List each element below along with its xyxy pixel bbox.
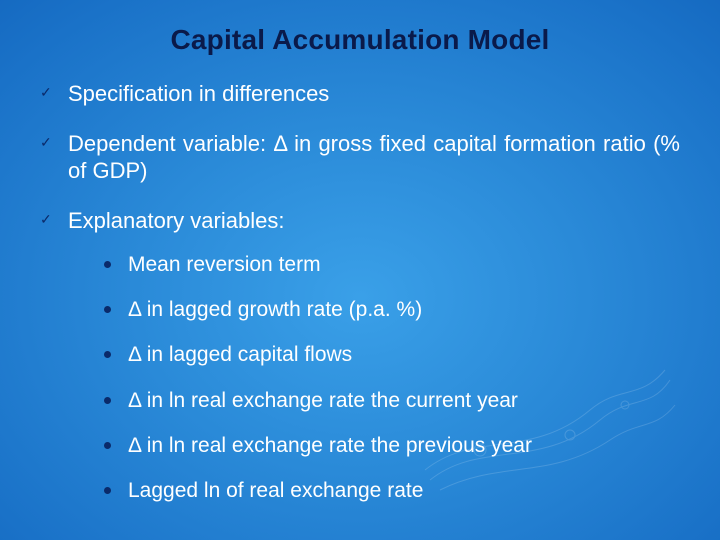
dot-icon	[104, 487, 111, 494]
sub-bullet-text: Δ in ln real exchange rate the current y…	[128, 389, 518, 412]
bullet-item: ✓ Explanatory variables: Mean reversion …	[40, 207, 680, 504]
sub-bullet-text: Δ in lagged growth rate (p.a. %)	[128, 298, 422, 321]
main-bullet-list: ✓ Specification in differences ✓ Depende…	[40, 80, 680, 503]
sub-bullet-list: Mean reversion term Δ in lagged growth r…	[68, 252, 680, 503]
dot-icon	[104, 306, 111, 313]
dot-icon	[104, 351, 111, 358]
sub-bullet-item: Δ in lagged capital flows	[104, 342, 680, 367]
bullet-text: Dependent variable: Δ in gross fixed cap…	[68, 131, 680, 184]
bullet-item: ✓ Dependent variable: Δ in gross fixed c…	[40, 130, 680, 185]
sub-bullet-item: Δ in ln real exchange rate the current y…	[104, 388, 680, 413]
sub-bullet-item: Mean reversion term	[104, 252, 680, 277]
sub-bullet-item: Δ in lagged growth rate (p.a. %)	[104, 297, 680, 322]
sub-bullet-text: Mean reversion term	[128, 253, 321, 276]
bullet-text: Explanatory variables:	[68, 208, 284, 233]
slide: Capital Accumulation Model ✓ Specificati…	[0, 0, 720, 540]
dot-icon	[104, 442, 111, 449]
dot-icon	[104, 397, 111, 404]
bullet-text: Specification in differences	[68, 81, 329, 106]
sub-bullet-item: Lagged ln of real exchange rate	[104, 478, 680, 503]
dot-icon	[104, 261, 111, 268]
check-icon: ✓	[40, 134, 52, 152]
check-icon: ✓	[40, 211, 52, 229]
sub-bullet-text: Lagged ln of real exchange rate	[128, 479, 423, 502]
sub-bullet-item: Δ in ln real exchange rate the previous …	[104, 433, 680, 458]
sub-bullet-text: Δ in lagged capital flows	[128, 343, 352, 366]
slide-title: Capital Accumulation Model	[40, 24, 680, 56]
bullet-item: ✓ Specification in differences	[40, 80, 680, 108]
sub-bullet-text: Δ in ln real exchange rate the previous …	[128, 434, 532, 457]
check-icon: ✓	[40, 84, 52, 102]
